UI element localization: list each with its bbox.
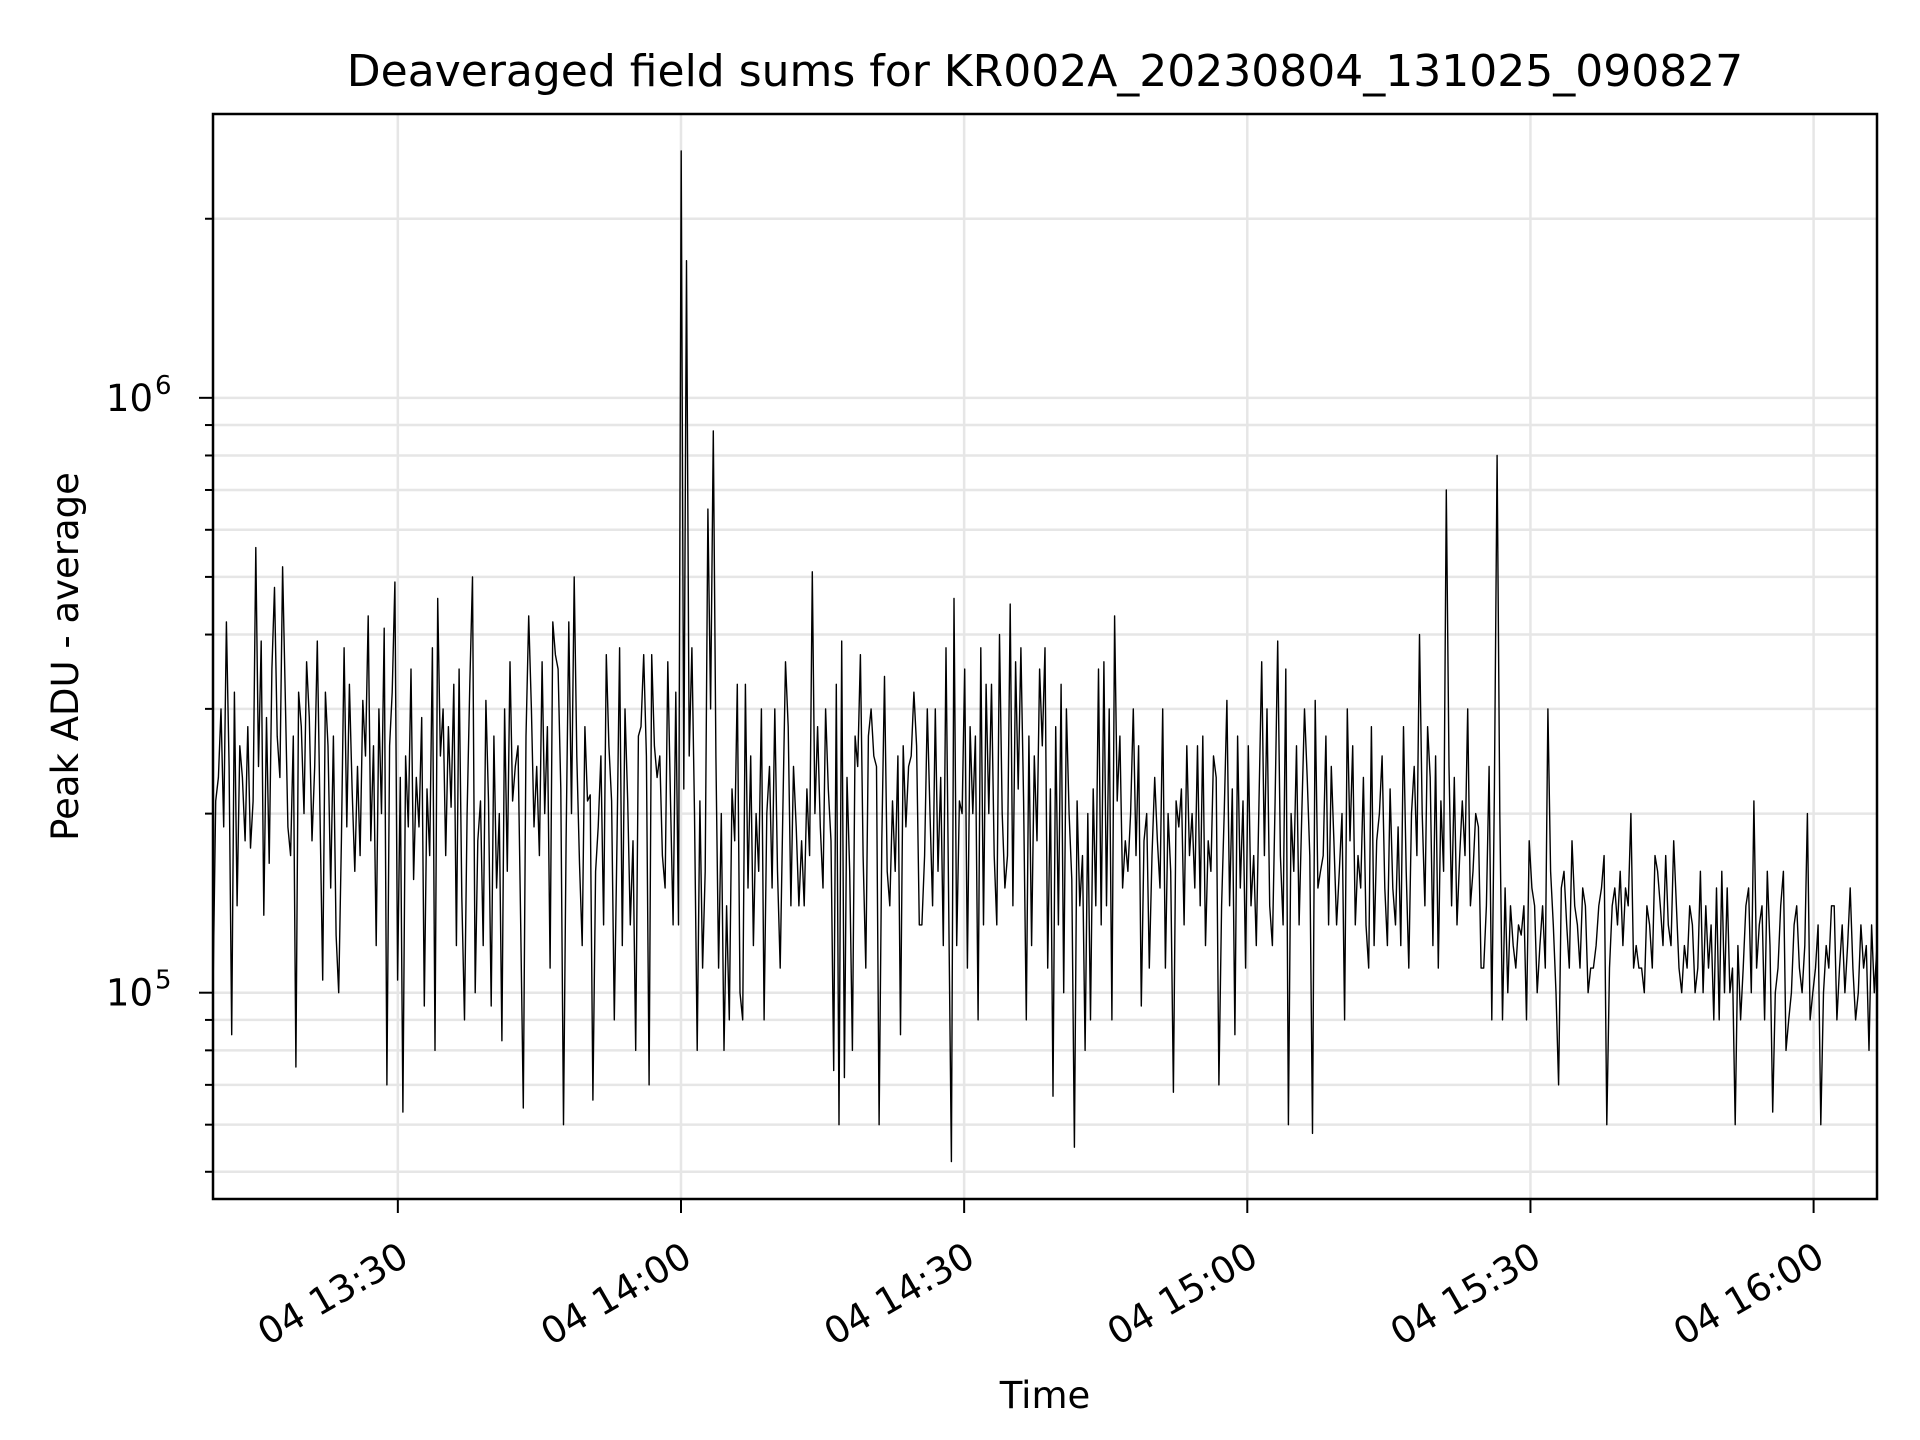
- x-axis-label: Time: [999, 1374, 1091, 1417]
- chart-title: Deaveraged field sums for KR002A_2023080…: [347, 46, 1743, 97]
- series-line: [212, 150, 1878, 1163]
- y-axis-label: Peak ADU - average: [44, 472, 87, 841]
- plot-frame: [211, 112, 1879, 1201]
- y-tick-label-exponent: 5: [155, 966, 172, 996]
- y-tick-label-exponent: 6: [155, 371, 172, 401]
- y-tick-label: 10: [106, 377, 153, 420]
- series-layer: [212, 150, 1878, 1163]
- grid-layer: [213, 114, 1877, 1199]
- y-tick-label: 10: [106, 972, 153, 1015]
